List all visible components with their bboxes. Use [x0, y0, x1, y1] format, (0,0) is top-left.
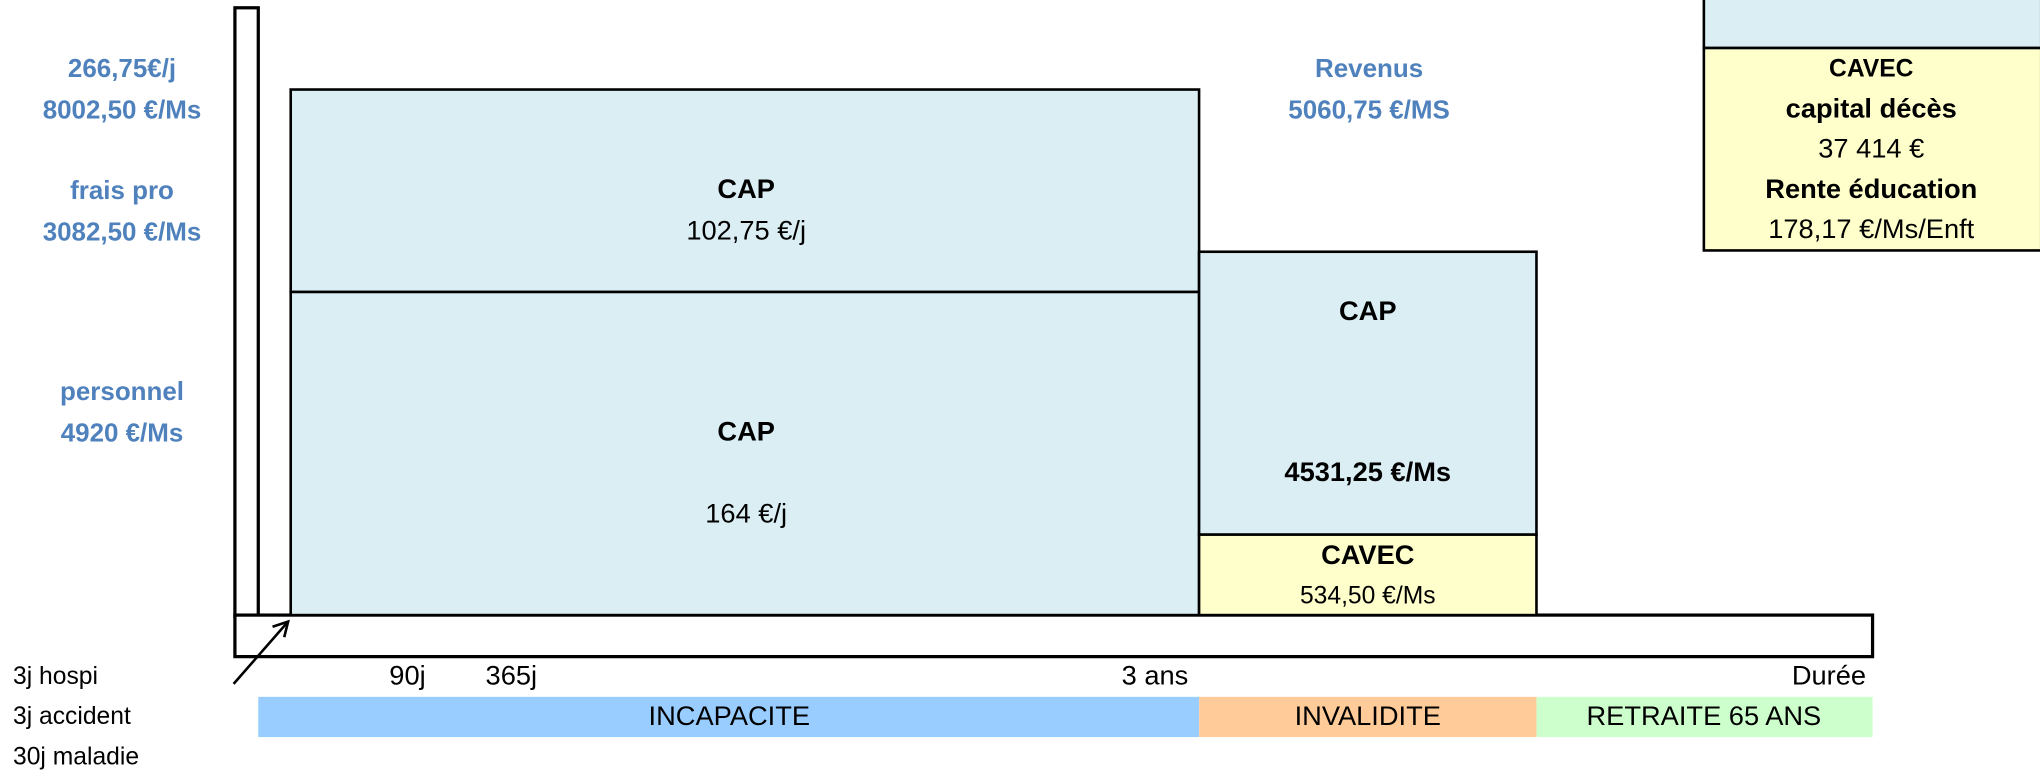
cap-personnel-box	[289, 290, 1201, 617]
label: personnel	[60, 378, 184, 406]
label: Revenus	[1315, 55, 1423, 83]
box-value: 164 €/j	[705, 497, 787, 528]
label: 8002,50 €/Ms	[43, 96, 202, 124]
label: capital décès	[1786, 93, 1957, 124]
phase-label: RETRAITE 65 ANS	[1586, 700, 1821, 731]
phase-label: INVALIDITE	[1295, 700, 1441, 731]
value: 178,17 €/Ms/Enft	[1768, 213, 1974, 244]
box-title: CAP	[717, 416, 775, 447]
deces-top	[1702, 0, 2040, 50]
box-value: 534,50 €/Ms	[1300, 582, 1436, 609]
cap-invalidite-box	[1197, 250, 1538, 536]
axis-label: 90j	[389, 660, 425, 691]
axis-label: 3 ans	[1122, 660, 1189, 691]
arrow-head	[272, 619, 290, 638]
phase-label: INCAPACITE	[649, 700, 811, 731]
box-title: CAP	[1339, 295, 1397, 326]
cap-frais-box	[289, 88, 1201, 294]
box-value: 102,75 €/j	[686, 214, 806, 245]
franchise: 30j maladie	[13, 743, 139, 770]
vertical-axis	[233, 6, 260, 619]
box-title: CAVEC	[1321, 539, 1414, 570]
box-title: CAVEC	[1829, 56, 1914, 83]
label: Rente éducation	[1765, 173, 1977, 204]
horizontal-axis	[233, 613, 1875, 659]
label: 5060,75 €/MS	[1288, 96, 1450, 124]
label: 4920 €/Ms	[61, 420, 184, 448]
franchise: 3j hospi	[13, 663, 98, 690]
label: 3082,50 €/Ms	[43, 218, 202, 246]
axis-label: 365j	[486, 660, 538, 691]
franchise: 3j accident	[13, 703, 131, 730]
phase-incapacite	[258, 696, 1200, 738]
label: 266,75€/j	[68, 55, 176, 83]
phase-retraite	[1536, 696, 1873, 738]
box-title: CAP	[717, 173, 775, 204]
arrow	[232, 620, 290, 685]
deces-box	[1702, 46, 2040, 252]
axis-label: Durée	[1792, 660, 1866, 691]
cavec-box	[1197, 533, 1538, 617]
label: frais pro	[70, 177, 174, 205]
box-value: 4531,25 €/Ms	[1284, 456, 1451, 487]
phase-invalidite	[1199, 696, 1537, 738]
value: 37 414 €	[1818, 133, 1924, 164]
